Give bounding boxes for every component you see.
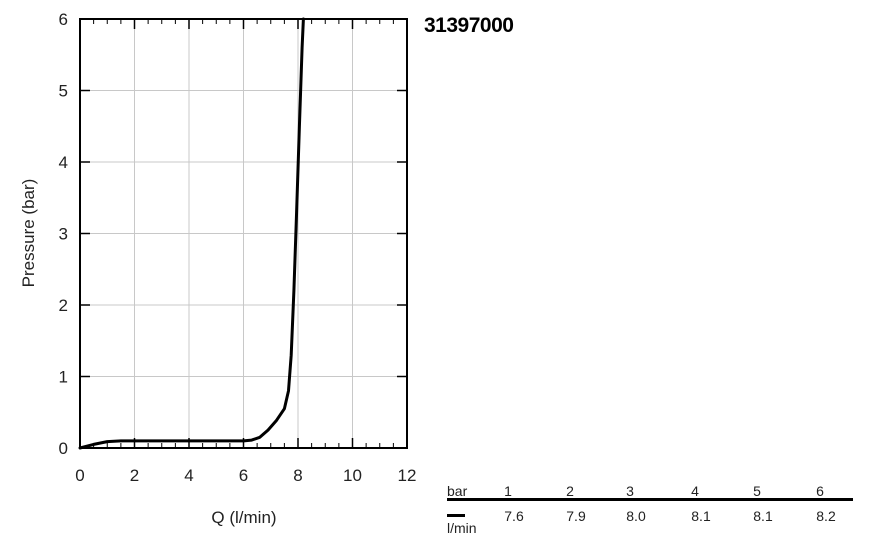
x-tick-label: 2	[130, 466, 139, 485]
table-pressure-cell: 5	[753, 483, 761, 499]
y-tick-label: 3	[59, 225, 68, 244]
table-rule	[447, 498, 853, 501]
y-tick-label: 2	[59, 296, 68, 315]
table-pressure-cell: 2	[566, 483, 574, 499]
table-pressure-cell: 1	[504, 483, 512, 499]
x-tick-label: 8	[293, 466, 302, 485]
table-flow-cell: 8.0	[626, 508, 646, 524]
plot-frame	[79, 18, 408, 449]
y-tick-label: 6	[59, 10, 68, 29]
series-line	[78, 17, 305, 450]
y-tick-label: 4	[59, 153, 68, 172]
x-tick-label: 4	[184, 466, 193, 485]
y-tick-label: 1	[59, 368, 68, 387]
y-tick-label: 0	[59, 439, 68, 458]
x-axis-label: Q (l/min)	[211, 508, 276, 527]
table-flow-cell: 8.2	[816, 508, 836, 524]
y-tick-label: 5	[59, 82, 68, 101]
table-pressure-cell: 4	[691, 483, 699, 499]
series-legend-dash	[447, 514, 465, 517]
flow-table: bar l/min 1 7.6 2 7.9 3 8.0 4 8.1 5 8.1 6 8.2	[447, 482, 853, 542]
x-tick-label: 12	[398, 466, 417, 485]
y-axis-label: Pressure (bar)	[19, 179, 38, 288]
x-tick-label: 6	[239, 466, 248, 485]
table-flow-cell: 7.6	[504, 508, 524, 524]
table-pressure-cell: 3	[626, 483, 634, 499]
x-tick-label: 0	[75, 466, 84, 485]
table-unit-lmin: l/min	[447, 520, 477, 536]
table-unit-bar: bar	[447, 483, 468, 499]
x-tick-labels: 0 2 4 6 8 10 12	[75, 466, 416, 485]
y-tick-labels: 0 1 2 3 4 5 6	[59, 10, 68, 458]
table-flow-cell: 8.1	[753, 508, 773, 524]
model-number-title: 31397000	[424, 14, 514, 37]
table-pressure-cell: 6	[816, 483, 824, 499]
grid	[80, 19, 407, 448]
table-flow-cell: 8.1	[691, 508, 711, 524]
table-flow-cell: 7.9	[566, 508, 586, 524]
x-tick-label: 10	[343, 466, 362, 485]
